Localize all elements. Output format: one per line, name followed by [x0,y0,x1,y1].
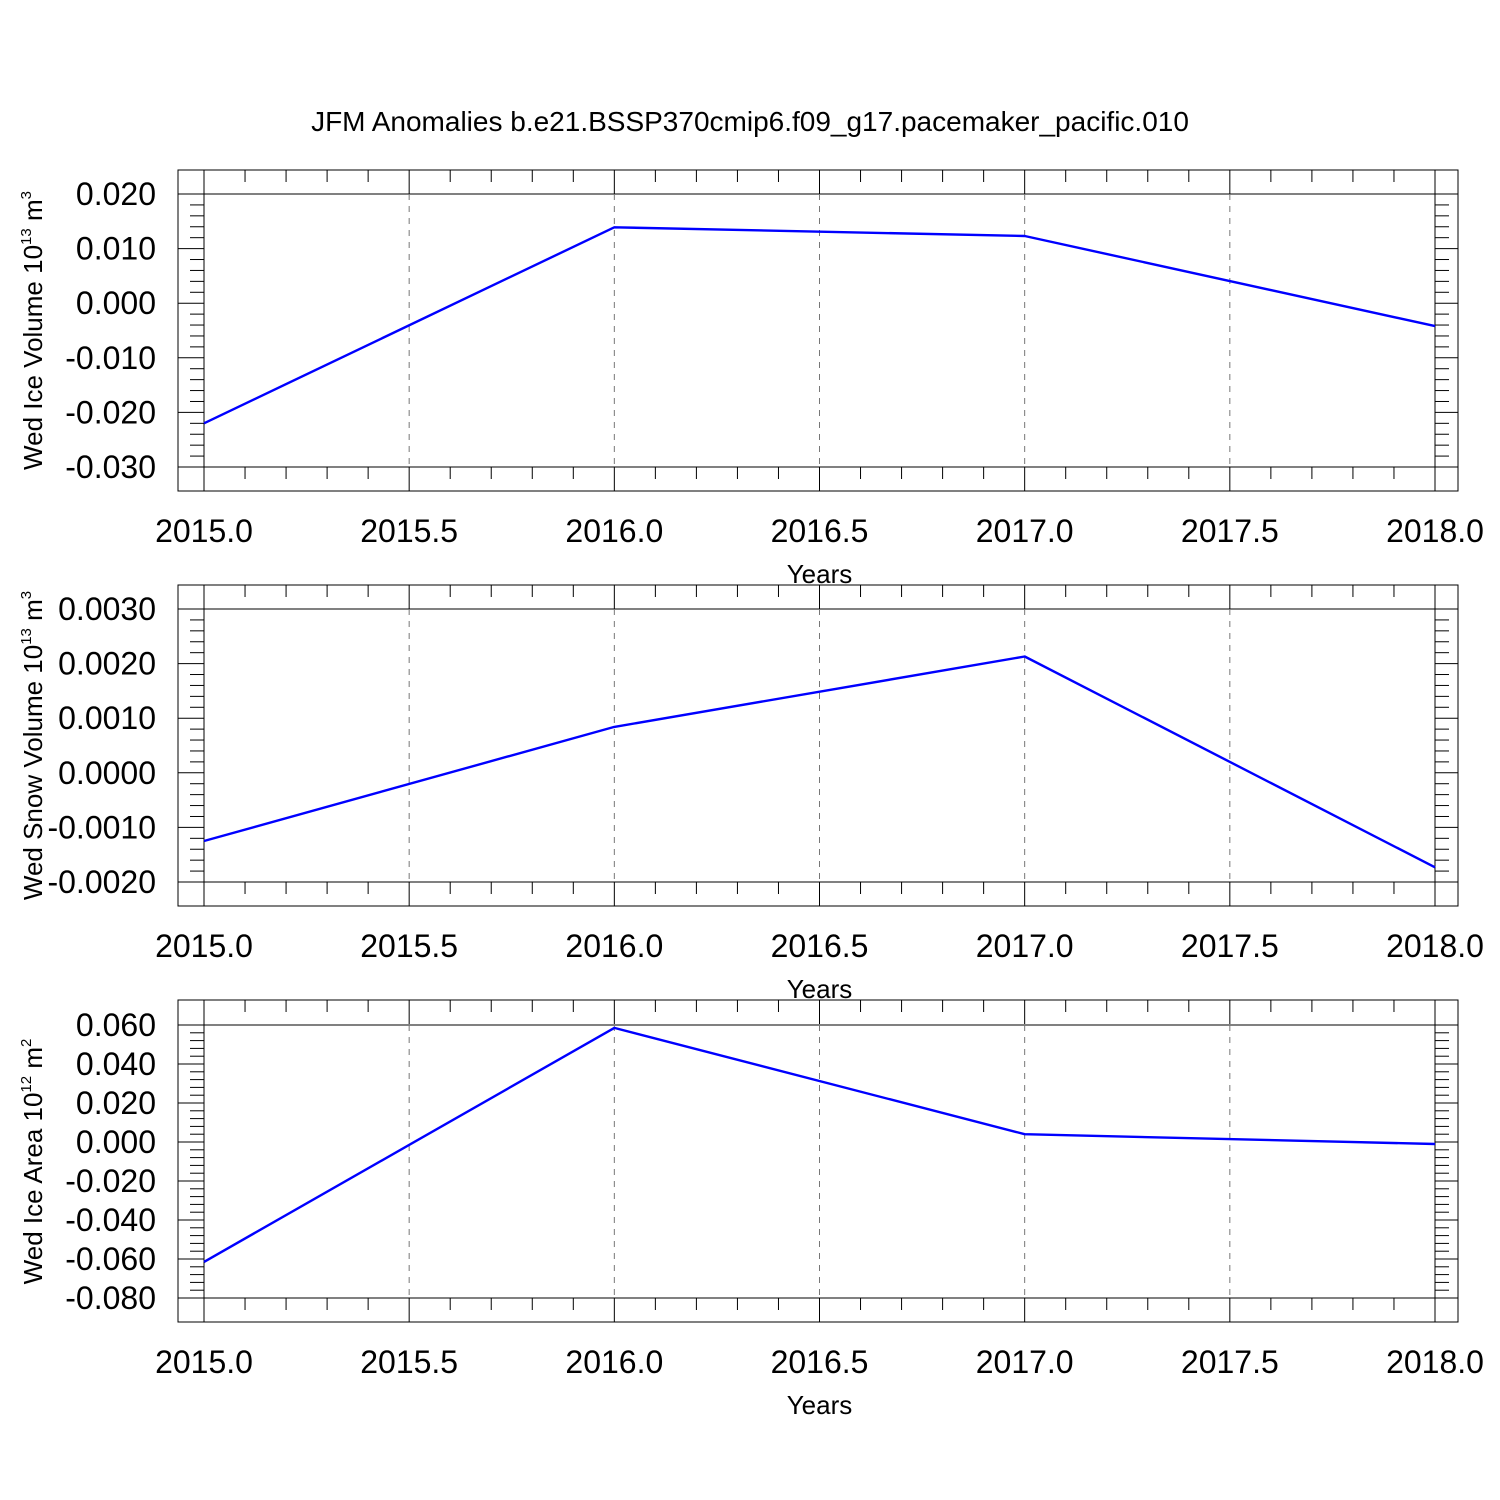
panels: 2015.0 2015.5 2016.0 2016.5 2017.0 2017.5 2018… [18,169,1484,1420]
x-tick-label: 2017.5 [1181,928,1279,964]
x-tick-label: 2015.5 [360,1344,458,1380]
y-axis-title-text: Wed Ice Area 10 [18,1093,48,1285]
y-axis-title-unit-exponent: 2 [18,1039,35,1047]
series-line [203,655,1436,869]
x-tick-label: 2016.0 [565,513,663,549]
y-tick-label: 0.000 [76,285,156,321]
x-tick-label: 2017.5 [1181,1344,1279,1380]
y-axis-title-exponent: 13 [18,628,35,645]
x-axis-title: Years [787,1390,853,1420]
y-tick-label: 0.0000 [58,755,156,791]
panel-2: 2015.0 2015.5 2016.0 2016.5 2017.0 2017.5 2018… [18,584,1484,1004]
y-tick-label: 0.000 [76,1124,156,1160]
y-tick-label: -0.0020 [47,864,156,900]
x-tick-label: 2017.0 [976,928,1074,964]
x-tick-label: 2017.5 [1181,513,1279,549]
x-tick-label: 2016.0 [565,928,663,964]
y-axis-title-unit-exponent: 3 [18,191,35,199]
y-tick-label: 0.0010 [58,700,156,736]
y-tick-label: 0.040 [76,1046,156,1082]
y-tick-label: 0.0030 [58,591,156,627]
y-axis-title: Wed Snow Volume 1013 m3 [18,591,48,900]
x-tick-label: 2018.0 [1386,513,1484,549]
y-axis-title-unit-exponent: 3 [18,591,35,599]
x-tick-label: 2018.0 [1386,1344,1484,1380]
chart-title: JFM Anomalies b.e21.BSSP370cmip6.f09_g17… [311,106,1189,137]
y-tick-label: -0.040 [65,1202,156,1238]
y-tick-label: -0.030 [65,449,156,485]
y-tick-label: -0.010 [65,340,156,376]
panel-1: 2015.0 2015.5 2016.0 2016.5 2017.0 2017.5 2018… [18,169,1484,589]
y-tick-label: -0.020 [65,1163,156,1199]
y-tick-label: -0.060 [65,1241,156,1277]
y-axis-title-text: Wed Ice Volume 10 [18,245,48,470]
x-axis-title: Years [787,559,853,589]
plot-frame [177,584,1459,907]
y-axis-title-exponent: 12 [18,1076,35,1093]
x-axis-title: Years [787,974,853,1004]
y-axis-title-text: Wed Snow Volume 10 [18,645,48,900]
y-axis-title-unit: m [18,1047,48,1076]
y-axis-title: Wed Ice Volume 1013 m3 [18,191,48,470]
y-axis-title-unit: m [18,599,48,628]
y-axis-title-exponent: 13 [18,228,35,245]
x-tick-label: 2017.0 [976,1344,1074,1380]
x-tick-label: 2015.5 [360,928,458,964]
series-line [203,226,1436,425]
y-tick-label: 0.0020 [58,646,156,682]
x-tick-label: 2016.5 [771,928,869,964]
y-tick-label: 0.010 [76,231,156,267]
x-tick-label: 2015.0 [155,513,253,549]
y-tick-label: 0.020 [76,1085,156,1121]
x-tick-label: 2016.5 [771,513,869,549]
x-tick-label: 2015.5 [360,513,458,549]
y-tick-label: 0.020 [76,176,156,212]
plot-frame [177,169,1459,492]
y-tick-label: -0.080 [65,1280,156,1316]
x-tick-label: 2018.0 [1386,928,1484,964]
y-tick-label: 0.060 [76,1007,156,1043]
x-tick-label: 2016.0 [565,1344,663,1380]
plot-frame [177,999,1459,1323]
x-tick-label: 2017.0 [976,513,1074,549]
panel-3: 2015.0 2015.5 2016.0 2016.5 2017.0 2017.5 2018… [18,999,1484,1420]
x-tick-label: 2015.0 [155,1344,253,1380]
y-axis-title-unit: m [18,199,48,228]
series-line [203,1026,1436,1263]
x-tick-label: 2016.5 [771,1344,869,1380]
y-axis-title: Wed Ice Area 1012 m2 [18,1039,48,1285]
x-tick-label: 2015.0 [155,928,253,964]
y-tick-label: -0.0010 [47,809,156,845]
y-tick-label: -0.020 [65,394,156,430]
